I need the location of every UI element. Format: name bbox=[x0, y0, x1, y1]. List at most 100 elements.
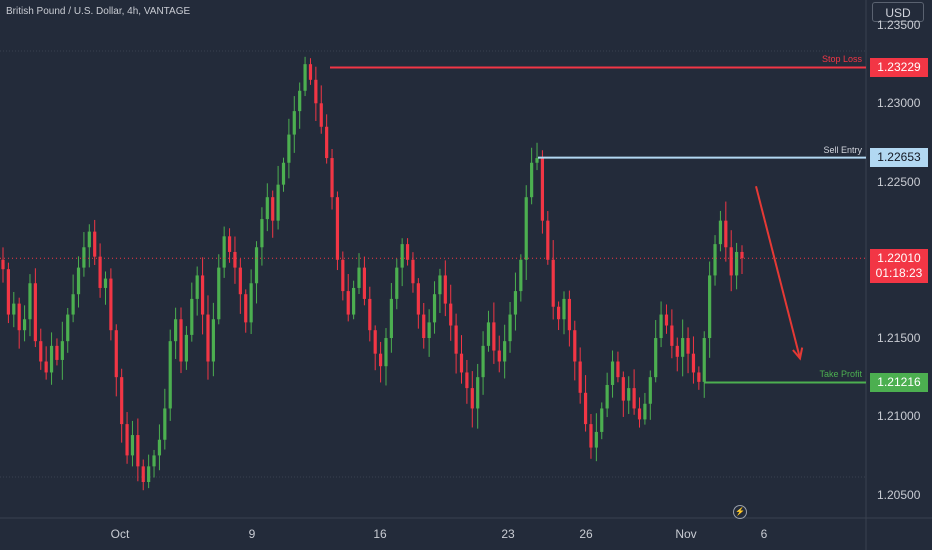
candle-body bbox=[395, 267, 399, 299]
candle-body bbox=[308, 64, 313, 80]
candle-body bbox=[583, 392, 588, 425]
candle-body bbox=[648, 377, 652, 404]
candle-body bbox=[217, 267, 221, 320]
candle-body bbox=[1, 259, 5, 270]
candle-body bbox=[352, 287, 356, 315]
bar-countdown: 01:18:23 bbox=[875, 266, 923, 281]
candle-body bbox=[573, 330, 577, 362]
candle-body bbox=[578, 361, 582, 393]
candle-body bbox=[486, 322, 491, 346]
forecast-arrow bbox=[755, 185, 801, 359]
currency-button[interactable]: USD bbox=[872, 2, 924, 22]
candle-body bbox=[125, 424, 129, 456]
candle-body bbox=[621, 377, 625, 401]
candle-body bbox=[17, 303, 21, 331]
lightning-icon[interactable]: ⚡ bbox=[733, 505, 747, 519]
candle-body bbox=[605, 384, 609, 409]
candle-body bbox=[546, 220, 550, 260]
candle-body bbox=[60, 341, 64, 360]
candle-body bbox=[411, 259, 415, 284]
candle-body bbox=[589, 424, 593, 448]
candle-body bbox=[147, 466, 151, 483]
candle-body bbox=[659, 314, 663, 339]
candle-body bbox=[432, 294, 437, 323]
candle-body bbox=[551, 259, 555, 307]
candle-body bbox=[691, 353, 696, 373]
candle-body bbox=[422, 314, 426, 339]
candle-body bbox=[389, 298, 393, 339]
candle-body bbox=[686, 338, 690, 354]
candle-body bbox=[708, 275, 712, 339]
candle-body bbox=[465, 372, 469, 389]
candle-body bbox=[103, 278, 108, 288]
candle-body bbox=[82, 247, 86, 268]
candle-body bbox=[492, 322, 496, 351]
candle-body bbox=[384, 338, 388, 367]
price-tick-label: 1.21500 bbox=[877, 331, 921, 346]
candle-body bbox=[556, 306, 561, 320]
candle-body bbox=[49, 345, 54, 373]
take-profit-price-label: 1.21216 bbox=[870, 372, 928, 392]
candle-body bbox=[373, 330, 377, 354]
candle-body bbox=[735, 251, 739, 276]
candle-body bbox=[98, 256, 102, 288]
candle-body bbox=[400, 244, 404, 268]
candle-body bbox=[449, 303, 453, 326]
candle-body bbox=[637, 408, 642, 420]
candle-body bbox=[378, 353, 383, 367]
candle-body bbox=[244, 294, 248, 323]
candle-body bbox=[319, 103, 323, 127]
candle-body bbox=[438, 275, 442, 295]
candle-body bbox=[616, 361, 620, 378]
candle-body bbox=[524, 197, 528, 260]
candle-body bbox=[724, 220, 728, 248]
candle-body bbox=[6, 269, 10, 315]
stop-loss-tag: Stop Loss bbox=[821, 54, 862, 65]
candle-body bbox=[168, 341, 172, 409]
candle-body bbox=[535, 158, 539, 163]
candle-body bbox=[22, 319, 27, 331]
candle-body bbox=[476, 377, 480, 409]
candle-body bbox=[654, 338, 658, 378]
candle-body bbox=[562, 298, 566, 320]
candle-body bbox=[287, 134, 291, 163]
candle-body bbox=[314, 79, 318, 104]
candle-body bbox=[346, 291, 350, 315]
candle-body bbox=[281, 162, 286, 185]
candle-body bbox=[481, 345, 485, 378]
price-tick-label: 1.22500 bbox=[877, 174, 921, 189]
candle-body bbox=[233, 251, 237, 268]
price-tick-label: 1.23000 bbox=[877, 96, 921, 111]
candle-body bbox=[163, 408, 167, 440]
candle-body bbox=[174, 319, 178, 342]
take-profit-tag: Take Profit bbox=[819, 369, 862, 380]
candle-body bbox=[443, 275, 447, 304]
candle-body bbox=[600, 408, 604, 432]
candle-body bbox=[298, 90, 302, 112]
candle-body bbox=[120, 377, 124, 425]
candle-body bbox=[470, 388, 474, 409]
forecast-arrow-head bbox=[792, 347, 804, 361]
candle-body bbox=[44, 361, 48, 373]
candle-body bbox=[184, 334, 189, 362]
candle-body bbox=[567, 298, 571, 331]
price-tick-label: 1.23500 bbox=[877, 18, 921, 33]
time-tick-label: Nov bbox=[675, 527, 697, 541]
time-tick-label: Oct bbox=[110, 527, 130, 541]
last-price-value: 1.22010 bbox=[877, 251, 921, 266]
candle-body bbox=[190, 298, 194, 335]
candle-body bbox=[702, 338, 706, 382]
candle-body bbox=[254, 247, 259, 284]
candle-body bbox=[87, 231, 91, 248]
candle-body bbox=[249, 283, 253, 323]
candle-body bbox=[610, 361, 615, 385]
time-tick-label: 6 bbox=[760, 527, 768, 541]
candle-body bbox=[66, 314, 70, 342]
candle-body bbox=[76, 267, 81, 295]
sell-entry-tag: Sell Entry bbox=[823, 144, 862, 155]
candle-body bbox=[632, 388, 636, 409]
candle-body bbox=[325, 126, 329, 159]
